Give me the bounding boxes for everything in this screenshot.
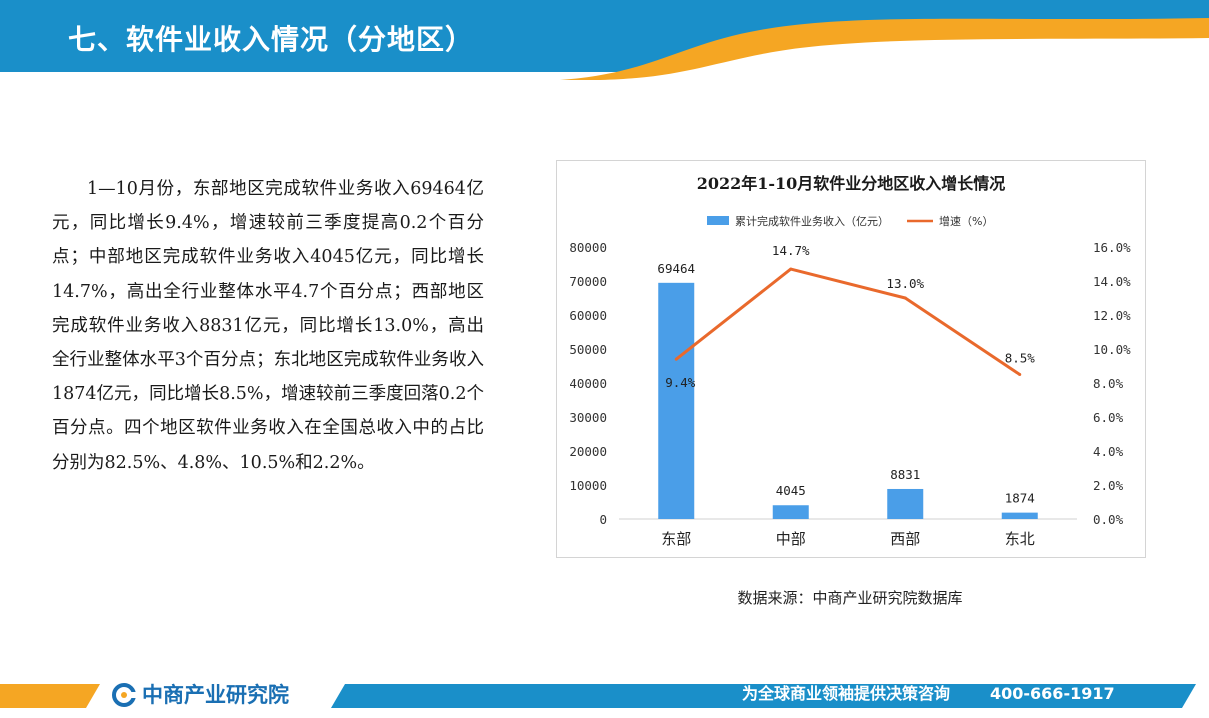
x-axis-tick-label: 西部 [890,530,920,548]
footer-phone: 400-666-1917 [990,684,1115,703]
legend-bar-swatch [707,216,729,225]
bar-data-label: 69464 [657,261,695,276]
y2-axis-tick-label: 10.0% [1093,342,1131,357]
y-axis-tick-label: 60000 [569,308,607,323]
y2-axis-tick-label: 2.0% [1093,478,1124,493]
y2-axis-tick-label: 16.0% [1093,240,1131,255]
y-axis-tick-label: 50000 [569,342,607,357]
growth-data-label: 8.5% [1005,351,1036,366]
growth-data-label: 14.7% [772,243,810,258]
bar-data-label: 4045 [776,483,806,498]
bar-data-label: 1874 [1005,491,1035,506]
y2-axis-tick-label: 12.0% [1093,308,1131,323]
y-axis-tick-label: 40000 [569,376,607,391]
footer-bar-graphic [0,684,1196,708]
legend-bar-label: 累计完成软件业务收入（亿元） [735,214,889,228]
y-axis-tick-label: 0 [599,512,607,527]
bar-data-label: 8831 [890,467,920,482]
growth-point-西部 [903,296,907,300]
header-bar [0,0,1209,80]
x-axis-tick-label: 中部 [776,530,806,548]
footer-bar [0,680,1209,718]
brand-name: 中商产业研究院 [142,683,289,707]
legend-line-label: 增速（%） [939,214,993,228]
footer-slogan: 为全球商业领袖提供决策咨询 [742,684,951,703]
y2-axis-tick-label: 14.0% [1093,274,1131,289]
growth-data-label: 13.0% [886,276,924,291]
growth-point-东部 [674,357,678,361]
body-paragraph: 1—10月份，东部地区完成软件业务收入69464亿元，同比增长9.4%，增速较前… [52,179,484,473]
y-axis-tick-label: 80000 [569,240,607,255]
bar-中部 [772,505,809,519]
chart-container: 2022年1-10月软件业分地区收入增长情况累计完成软件业务收入（亿元） 增速（%… [556,160,1146,558]
y2-axis-tick-label: 6.0% [1093,410,1124,425]
data-source-note: 数据来源：中商产业研究院数据库 [737,589,963,607]
x-axis-tick-label: 东部 [661,530,691,548]
y-axis-tick-label: 30000 [569,410,607,425]
y2-axis-tick-label: 8.0% [1093,376,1124,391]
growth-point-中部 [789,267,793,271]
chart-title: 2022年1-10月软件业分地区收入增长情况 [697,174,1006,193]
y2-axis-tick-label: 0.0% [1093,512,1124,527]
growth-data-label: 9.4% [665,375,696,390]
growth-line [675,267,1021,376]
brand-logo-icon [112,683,136,707]
bar-东北 [1001,512,1038,519]
x-axis-tick-label: 东北 [1005,530,1035,548]
growth-point-东北 [1018,373,1022,376]
bar-东部 [658,282,695,519]
y2-axis-tick-label: 4.0% [1093,444,1124,459]
y-axis-tick-label: 10000 [569,478,607,493]
y-axis-tick-label: 20000 [569,444,607,459]
header-bar-graphic [0,0,1209,80]
page-title: 七、软件业收入情况（分地区） [68,23,475,56]
bar-西部 [887,488,924,519]
y-axis-tick-label: 70000 [569,274,607,289]
